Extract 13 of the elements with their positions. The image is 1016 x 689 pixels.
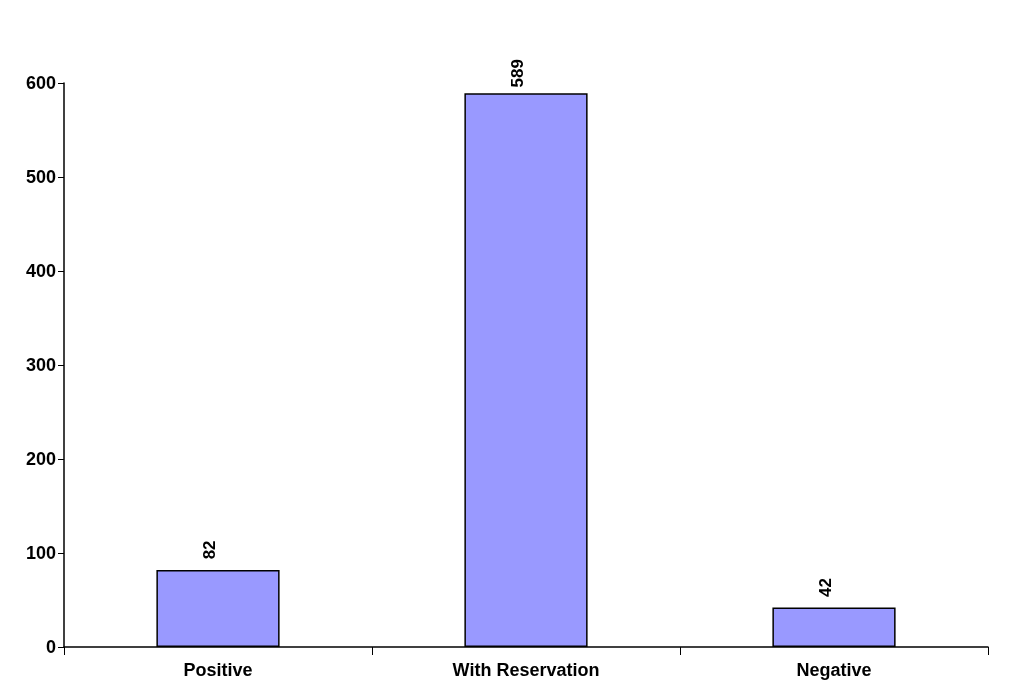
y-tick-label: 200 bbox=[25, 449, 56, 469]
y-tick-label: 300 bbox=[25, 355, 56, 375]
x-tick-label: Negative bbox=[796, 660, 872, 680]
y-tick-label: 400 bbox=[25, 261, 56, 281]
y-tick-label: 600 bbox=[25, 73, 56, 93]
y-tick-label: 100 bbox=[25, 543, 56, 563]
y-tick-label: 0 bbox=[45, 637, 56, 657]
y-tick-label: 500 bbox=[25, 167, 56, 187]
x-tick-label: Positive bbox=[183, 660, 253, 680]
data-label: 82 bbox=[200, 540, 219, 560]
x-tick-label: With Reservation bbox=[452, 660, 600, 680]
data-label: 589 bbox=[508, 59, 527, 88]
data-label: 42 bbox=[816, 578, 835, 597]
